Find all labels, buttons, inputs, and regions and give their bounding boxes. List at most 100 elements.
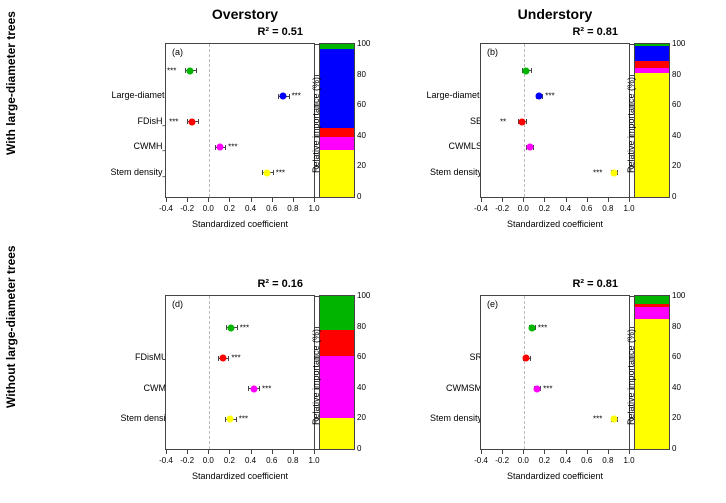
data-point — [280, 93, 287, 100]
x-tick-mark — [272, 450, 273, 454]
importance-segment — [635, 73, 669, 197]
y-tick-mark — [315, 75, 319, 76]
x-tick-mark — [629, 450, 630, 454]
importance-bar — [319, 295, 355, 450]
data-point — [227, 416, 234, 423]
r-squared: R² = 0.81 — [572, 278, 618, 290]
error-cap — [273, 170, 274, 175]
x-tick-mark — [229, 450, 230, 454]
importance-segment — [320, 330, 354, 356]
x-axis-label: Standardized coefficient — [480, 219, 630, 229]
significance-marker: *** — [593, 415, 602, 424]
panel-letter: (b) — [487, 47, 498, 57]
y-tick-label: 80 — [672, 70, 692, 79]
figure: OverstoryUnderstoryWith large-diameter t… — [0, 0, 726, 503]
zero-reference-line — [524, 296, 525, 449]
error-cap — [531, 68, 532, 73]
importance-bar — [634, 295, 670, 450]
r-squared: R² = 0.16 — [257, 278, 303, 290]
importance-segment — [320, 150, 354, 197]
data-point — [220, 355, 227, 362]
x-tick-label: 1.0 — [302, 456, 326, 465]
y-tick-mark — [630, 197, 634, 198]
y-tick-label: 40 — [672, 383, 692, 392]
y-tick-label: 80 — [672, 322, 692, 331]
x-tick-mark — [293, 198, 294, 202]
data-point — [533, 385, 540, 392]
y-tick-label: 20 — [672, 413, 692, 422]
col-title-under: Understory — [495, 6, 615, 22]
importance-segment — [635, 46, 669, 61]
significance-marker: *** — [276, 168, 285, 177]
error-cap — [228, 356, 229, 361]
x-tick-mark — [566, 450, 567, 454]
x-tick-mark — [544, 198, 545, 202]
y-tick-mark — [315, 449, 319, 450]
importance-segment — [320, 128, 354, 137]
y-tick-mark — [630, 449, 634, 450]
x-tick-mark — [481, 450, 482, 454]
x-tick-mark — [229, 198, 230, 202]
error-cap — [237, 325, 238, 330]
error-cap — [198, 119, 199, 124]
panel-a: R² = 0.51CECLarge-diameter treesFDisH_ov… — [50, 43, 355, 228]
x-tick-mark — [314, 198, 315, 202]
data-point — [187, 67, 194, 74]
significance-marker: *** — [167, 66, 176, 75]
importance-bar — [634, 43, 670, 198]
x-tick-mark — [587, 450, 588, 454]
r-squared: R² = 0.81 — [572, 26, 618, 38]
data-point — [216, 144, 223, 151]
data-point — [611, 169, 618, 176]
x-tick-mark — [187, 450, 188, 454]
y-tick-mark — [630, 296, 634, 297]
panel-letter: (d) — [172, 299, 183, 309]
error-cap — [236, 417, 237, 422]
significance-marker: *** — [593, 168, 602, 177]
data-point — [523, 355, 530, 362]
r-squared: R² = 0.51 — [257, 26, 303, 38]
dot-plot: (b)******** — [480, 43, 630, 198]
y-tick-mark — [315, 197, 319, 198]
importance-segment — [320, 296, 354, 330]
data-point — [519, 118, 526, 125]
y-tick-mark — [315, 327, 319, 328]
data-point — [228, 324, 235, 331]
y-tick-label: 60 — [672, 352, 692, 361]
data-point — [250, 385, 257, 392]
data-point — [526, 144, 533, 151]
significance-marker: *** — [543, 384, 552, 393]
y-tick-mark — [630, 44, 634, 45]
x-tick-mark — [251, 450, 252, 454]
dot-plot: (a)*************** — [165, 43, 315, 198]
dot-plot: (d)************ — [165, 295, 315, 450]
row-label-with: With large-diameter trees — [4, 11, 18, 155]
significance-marker: *** — [292, 92, 301, 101]
significance-marker: *** — [240, 323, 249, 332]
error-cap — [289, 94, 290, 99]
x-tick-mark — [187, 198, 188, 202]
significance-marker: *** — [169, 117, 178, 126]
y-axis-label: Relative importance (%) — [626, 77, 636, 173]
importance-bar — [319, 43, 355, 198]
significance-marker: *** — [231, 354, 240, 363]
y-tick-mark — [315, 44, 319, 45]
y-axis-label: Relative importance (%) — [626, 329, 636, 425]
error-cap — [196, 68, 197, 73]
x-tick-mark — [208, 198, 209, 202]
y-tick-label: 100 — [672, 39, 692, 48]
y-tick-mark — [315, 296, 319, 297]
data-point — [536, 93, 543, 100]
x-tick-mark — [481, 198, 482, 202]
zero-reference-line — [209, 296, 210, 449]
x-tick-label: 1.0 — [302, 204, 326, 213]
data-point — [523, 67, 530, 74]
x-tick-mark — [166, 450, 167, 454]
x-tick-mark — [608, 450, 609, 454]
significance-marker: *** — [545, 92, 554, 101]
data-point — [528, 324, 535, 331]
y-tick-mark — [630, 75, 634, 76]
y-tick-label: 60 — [672, 100, 692, 109]
x-tick-mark — [587, 198, 588, 202]
panel-letter: (a) — [172, 47, 183, 57]
